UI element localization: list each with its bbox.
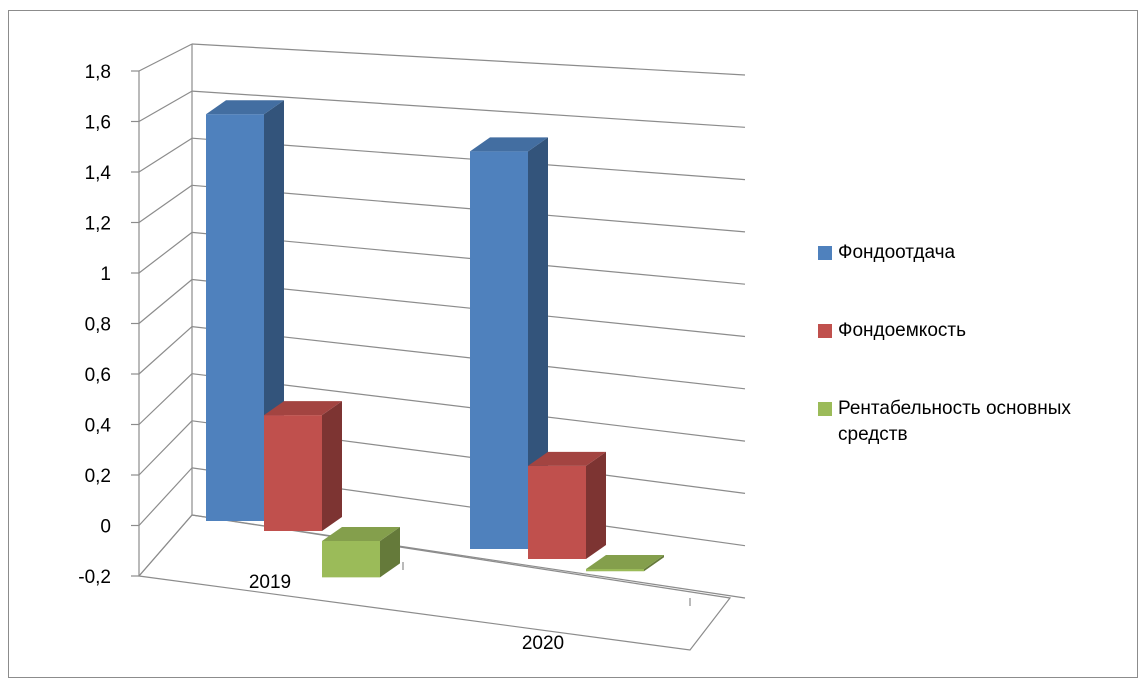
legend-item-fondoemkost: Фондоемкость	[818, 318, 1138, 396]
side-gridline	[138, 90, 193, 123]
back-gridline	[191, 90, 746, 128]
y-tick-label: 0,4	[85, 416, 112, 437]
back-gridline	[191, 278, 746, 338]
floor-outline	[137, 514, 732, 651]
bar-front-3-2020	[586, 569, 644, 572]
bar-side-1-2020	[528, 137, 548, 549]
y-tick-label: -0,2	[78, 567, 111, 588]
bar-side-2-2020	[586, 451, 606, 559]
side-gridline	[138, 137, 193, 173]
bar-front-1-2020	[470, 151, 528, 549]
x-category-label-2020: 2020	[522, 633, 564, 654]
bar-side-2-2019	[322, 401, 342, 531]
y-tick-label: 1	[100, 264, 111, 285]
side-gridline	[138, 326, 193, 375]
bar-top-1-2019	[206, 100, 284, 115]
side-gridline	[138, 184, 193, 223]
y-tick-label: 1,4	[85, 163, 112, 184]
y-tick-label: 1,6	[85, 113, 111, 134]
bar-front-3-2019	[322, 541, 380, 578]
y-tick-label: 0,2	[85, 466, 111, 487]
back-gridline	[191, 373, 746, 442]
x-category-label-2019: 2019	[249, 572, 291, 593]
bar-top-2-2020	[528, 451, 606, 466]
legend-item-rentabelnost: Рентабельность основных средств	[818, 396, 1138, 474]
bar-top-3-2020	[586, 555, 664, 569]
legend: Фондоотдача Фондоемкость Рентабельность …	[818, 240, 1138, 474]
bar-front-2-2020	[528, 465, 586, 559]
legend-label-rentabelnost: Рентабельность основных средств	[838, 398, 1071, 445]
bar-side-3-2019	[380, 527, 400, 578]
back-gridline	[191, 184, 746, 233]
legend-label-fondoemkost: Фондоемкость	[838, 320, 966, 341]
bar-front-1-2019	[206, 114, 264, 521]
back-gridline	[191, 137, 746, 181]
side-gridline	[138, 43, 193, 72]
back-gridline	[191, 43, 746, 76]
y-tick-label: 0	[100, 517, 111, 538]
bar-side-3-2020	[644, 555, 664, 572]
side-gridline	[138, 420, 193, 476]
bar-top-3-2019	[322, 527, 400, 541]
y-tick-label: 1,8	[85, 62, 111, 83]
legend-item-fondootdacha: Фондоотдача	[818, 240, 1138, 318]
side-gridline	[138, 279, 193, 324]
y-tick-label: 1,2	[85, 214, 111, 235]
y-tick-label: 0,8	[85, 315, 111, 336]
side-gridline	[138, 231, 193, 274]
bar-front-2-2019	[264, 415, 322, 531]
back-gridline	[191, 231, 746, 285]
legend-swatch-rentabelnost	[818, 402, 832, 416]
legend-label-fondootdacha: Фондоотдача	[838, 242, 956, 263]
legend-swatch-fondootdacha	[818, 246, 832, 260]
bar-top-1-2020	[470, 137, 548, 152]
legend-swatch-fondoemkost	[818, 324, 832, 338]
chart-frame	[8, 10, 1138, 678]
bar-top-2-2019	[264, 401, 342, 416]
side-gridline	[138, 467, 193, 526]
y-tick-label: 0,6	[85, 365, 111, 386]
back-gridline	[191, 326, 746, 390]
side-gridline	[138, 373, 193, 425]
